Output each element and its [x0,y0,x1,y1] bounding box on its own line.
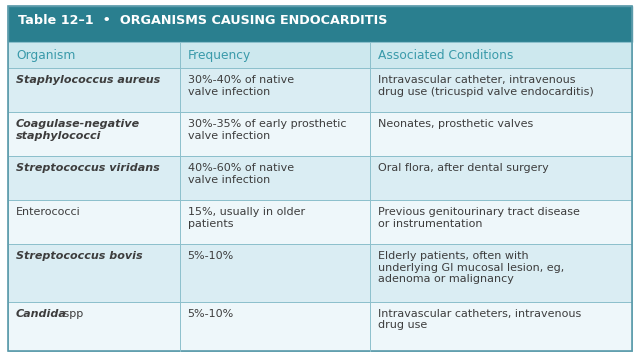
Bar [8,42,632,68]
Text: Streptococcus viridans: Streptococcus viridans [16,163,160,173]
Text: 30%-35% of early prosthetic
valve infection: 30%-35% of early prosthetic valve infect… [188,119,346,141]
Text: 30%-40% of native
valve infection: 30%-40% of native valve infection [188,75,294,97]
Bar [8,112,632,156]
Bar [8,200,632,244]
Bar [8,156,632,200]
Text: Streptococcus bovis: Streptococcus bovis [16,251,143,261]
Text: Staphylococcus aureus: Staphylococcus aureus [16,75,160,85]
Bar [8,68,632,112]
Text: Table 12–1  •  ORGANISMS CAUSING ENDOCARDITIS: Table 12–1 • ORGANISMS CAUSING ENDOCARDI… [18,14,387,27]
Text: Neonates, prosthetic valves: Neonates, prosthetic valves [378,119,533,129]
Text: Enterococci: Enterococci [16,207,81,217]
Text: Intravascular catheters, intravenous
drug use: Intravascular catheters, intravenous dru… [378,309,581,331]
Text: Associated Conditions: Associated Conditions [378,49,513,62]
Bar [8,244,632,302]
Text: Oral flora, after dental surgery: Oral flora, after dental surgery [378,163,548,173]
Text: 5%-10%: 5%-10% [188,251,234,261]
Text: Previous genitourinary tract disease
or instrumentation: Previous genitourinary tract disease or … [378,207,580,229]
Text: Intravascular catheter, intravenous
drug use (tricuspid valve endocarditis): Intravascular catheter, intravenous drug… [378,75,594,97]
Text: Candida: Candida [16,309,67,319]
Text: 15%, usually in older
patients: 15%, usually in older patients [188,207,305,229]
Text: Frequency: Frequency [188,49,251,62]
Text: Elderly patients, often with
underlying GI mucosal lesion, eg,
adenoma or malign: Elderly patients, often with underlying … [378,251,564,285]
Bar [8,302,632,351]
Text: spp: spp [60,309,83,319]
Bar [8,6,632,42]
Text: 40%-60% of native
valve infection: 40%-60% of native valve infection [188,163,294,185]
Text: 5%-10%: 5%-10% [188,309,234,319]
Text: Organism: Organism [16,49,76,62]
Text: Coagulase-negative
staphylococci: Coagulase-negative staphylococci [16,119,140,141]
